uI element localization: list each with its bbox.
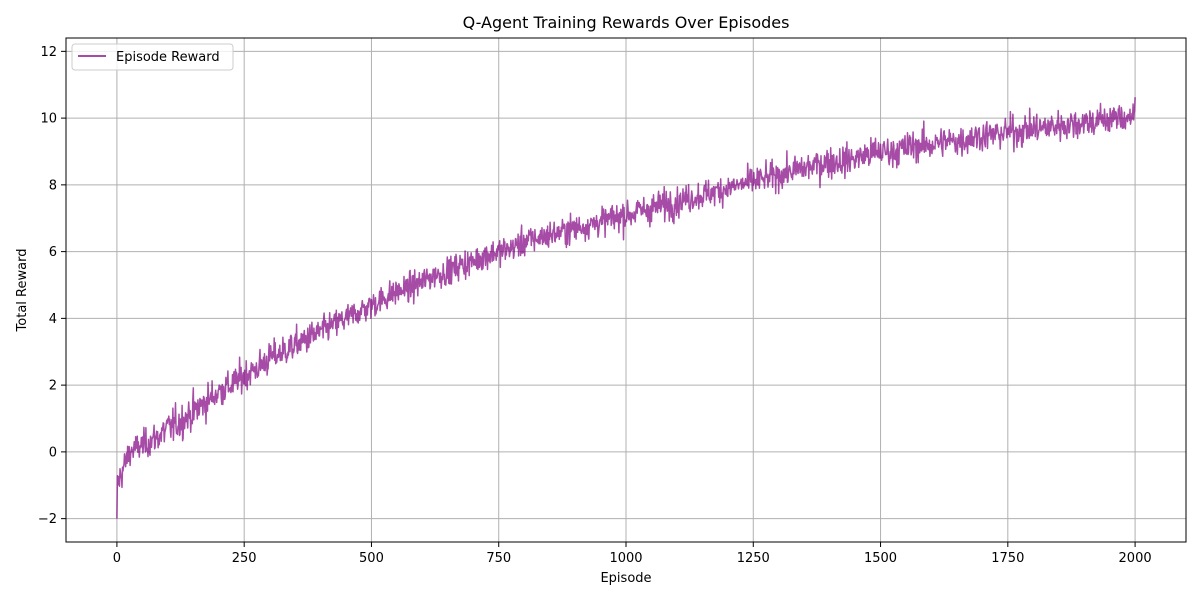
x-axis-label: Episode — [600, 571, 651, 586]
y-tick-label: 10 — [40, 112, 57, 127]
grid — [66, 38, 1186, 542]
y-tick-label: 4 — [49, 312, 57, 327]
x-tick-label: 1750 — [991, 551, 1024, 566]
x-tick-label: 1000 — [609, 551, 642, 566]
x-tick-label: 500 — [359, 551, 384, 566]
chart-title: Q-Agent Training Rewards Over Episodes — [463, 13, 790, 32]
y-tick-label: 12 — [40, 45, 57, 60]
x-tick-label: 250 — [232, 551, 257, 566]
y-tick-label: 2 — [49, 379, 57, 394]
y-tick-label: 8 — [49, 178, 57, 193]
series-line-episode-reward — [116, 97, 1136, 519]
y-tick-label: 6 — [49, 245, 57, 260]
legend-box — [71, 43, 234, 71]
legend: Episode Reward — [71, 43, 234, 71]
x-axis-ticks: 0 250 500 750 1000 1250 1500 1750 2000 — [113, 542, 1152, 566]
y-axis-label: Total Reward — [15, 249, 30, 333]
y-axis-ticks: −2 0 2 4 6 8 10 12 — [38, 45, 66, 527]
x-tick-label: 750 — [486, 551, 511, 566]
x-tick-label: 0 — [113, 551, 121, 566]
x-tick-label: 1250 — [737, 551, 770, 566]
x-tick-label: 1500 — [864, 551, 897, 566]
x-tick-label: 2000 — [1119, 551, 1152, 566]
y-tick-label: 0 — [49, 445, 57, 460]
series-layer — [116, 97, 1136, 519]
legend-label-episode-reward: Episode Reward — [116, 50, 220, 65]
y-tick-label: −2 — [38, 512, 57, 527]
